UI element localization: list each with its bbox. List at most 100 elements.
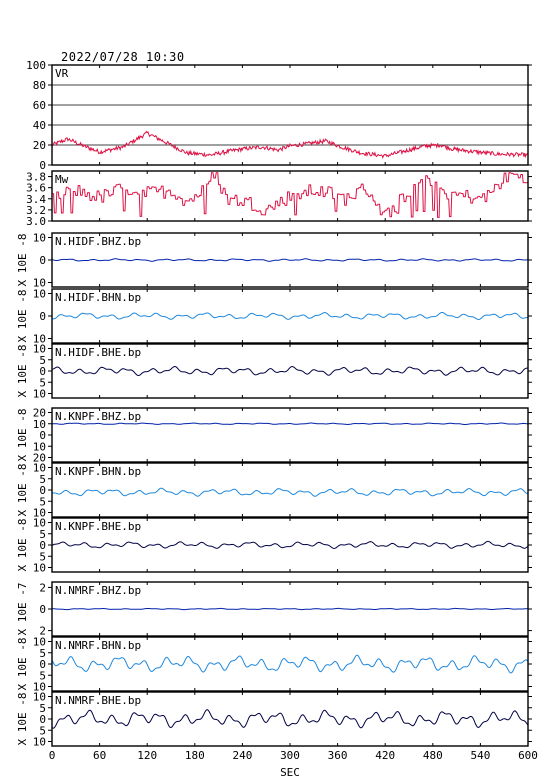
panel-nmrf-bhe-ylabel: X 10E -8 (16, 693, 29, 746)
panel-mw-ytick-label: 3.8 (26, 171, 46, 184)
panel-vr-ytick-label: 100 (26, 59, 46, 72)
panel-hidf-bhe-ytick-label: 5 (39, 376, 46, 389)
panel-vr-ytick-label: 60 (33, 99, 46, 112)
panel-knpf-bhz-ytick-label: 20 (33, 407, 46, 420)
panel-nmrf-bhn-ytick-label: 5 (39, 647, 46, 660)
panel-nmrf-bhn-label: N.NMRF.BHN.bp (55, 639, 141, 652)
panel-nmrf-bhz-frame (51, 581, 529, 637)
panel-knpf-bhz-ytick-label: 10 (33, 440, 46, 453)
panel-hidf-bhe-series (51, 365, 529, 377)
panel-knpf-bhz-ylabel: X 10E -8 (16, 409, 29, 462)
panel-hidf-bhn-series (51, 311, 528, 321)
panel-vr-frame (51, 64, 529, 166)
panel-hidf-bhz-series (51, 258, 528, 262)
panel-hidf-bhe-ytick-label: 5 (39, 354, 46, 367)
panel-hidf-bhz-ylabel: X 10E -8 (16, 234, 29, 287)
panel-hidf-bhn-label: N.HIDF.BHN.bp (55, 291, 141, 304)
panel-knpf-bhz-label: N.KNPF.BHZ.bp (55, 410, 141, 423)
panel-hidf-bhz-ytick-label: 10 (33, 277, 46, 290)
panel-knpf-bhn-label: N.KNPF.BHN.bp (55, 465, 141, 478)
xtick-label: 60 (93, 749, 106, 762)
panel-knpf-bhn-ytick-label: 10 (33, 507, 46, 520)
panel-nmrf-bhn-ylabel: X 10E -8 (16, 638, 29, 691)
xtick-label: 120 (137, 749, 157, 762)
x-axis-label: SEC (280, 766, 300, 779)
xtick-label: 180 (185, 749, 205, 762)
panel-hidf-bhe-ytick-label: 0 (39, 365, 46, 378)
panel-nmrf-bhe-frame (51, 691, 529, 747)
panel-nmrf-bhn-ytick-label: 5 (39, 669, 46, 682)
panel-nmrf-bhe-ytick-label: 0 (39, 713, 46, 726)
panel-knpf-bhz-frame (51, 407, 529, 463)
panel-mw-label: Mw (55, 173, 69, 186)
panel-vr-series (51, 130, 529, 160)
panel-hidf-bhz-frame (51, 232, 529, 288)
panel-nmrf-bhe-label: N.NMRF.BHE.bp (55, 694, 141, 707)
panel-knpf-bhe-ylabel: X 10E -8 (16, 519, 29, 572)
panel-nmrf-bhn-frame (51, 636, 529, 692)
panel-nmrf-bhz-label: N.NMRF.BHZ.bp (55, 584, 141, 597)
panel-vr-ytick-label: 80 (33, 79, 46, 92)
panel-nmrf-bhn-ytick-label: 10 (33, 681, 46, 694)
panel-hidf-bhn-ytick-label: 10 (33, 288, 46, 301)
panel-nmrf-bhn-series (51, 654, 529, 674)
panel-knpf-bhz-ytick-label: 0 (39, 429, 46, 442)
panel-knpf-bhz-ytick-label: 20 (33, 452, 46, 465)
panel-knpf-bhn-ytick-label: 0 (39, 484, 46, 497)
panel-knpf-bhe-ytick-label: 10 (33, 562, 46, 575)
panel-nmrf-bhe-ytick-label: 10 (33, 691, 46, 704)
xtick-label: 360 (328, 749, 348, 762)
panel-knpf-bhn-ylabel: X 10E -8 (16, 464, 29, 517)
panel-nmrf-bhe-ytick-label: 5 (39, 724, 46, 737)
panel-nmrf-bhe-series (51, 709, 529, 729)
panel-nmrf-bhe-ytick-label: 10 (33, 736, 46, 749)
xtick-label: 300 (280, 749, 300, 762)
xtick-label: 240 (232, 749, 252, 762)
panel-knpf-bhe-label: N.KNPF.BHE.bp (55, 520, 141, 533)
panel-knpf-bhn-ytick-label: 5 (39, 473, 46, 486)
panel-hidf-bhe-ytick-label: 10 (33, 343, 46, 356)
xtick-label: 600 (518, 749, 538, 762)
panel-hidf-bhz-ytick-label: 10 (33, 232, 46, 245)
panel-nmrf-bhn-ytick-label: 0 (39, 658, 46, 671)
panel-hidf-bhe-label: N.HIDF.BHE.bp (55, 346, 141, 359)
panel-nmrf-bhz-ylabel: X 10E -7 (16, 583, 29, 636)
panel-knpf-bhn-ytick-label: 5 (39, 495, 46, 508)
panel-mw-ytick-label: 3.2 (26, 204, 46, 217)
panel-hidf-bhn-ytick-label: 0 (39, 310, 46, 323)
panel-nmrf-bhz-series (52, 607, 528, 611)
panel-mw-ytick-label: 3.0 (26, 215, 46, 228)
panel-knpf-bhe-ytick-label: 10 (33, 517, 46, 530)
panel-knpf-bhn-series (51, 487, 528, 497)
panel-nmrf-bhn-ytick-label: 10 (33, 636, 46, 649)
panel-mw-series (52, 172, 529, 218)
panel-nmrf-bhe-ytick-label: 5 (39, 702, 46, 715)
xtick-label: 480 (423, 749, 443, 762)
panel-knpf-bhe-ytick-label: 5 (39, 550, 46, 563)
panel-hidf-bhz-label: N.HIDF.BHZ.bp (55, 235, 141, 248)
panel-nmrf-bhz-ytick-label: 2 (39, 581, 46, 594)
panel-vr-label: VR (55, 67, 69, 80)
panel-nmrf-bhz-ytick-label: 0 (39, 603, 46, 616)
xtick-label: 0 (49, 749, 56, 762)
panel-vr-ytick-label: 0 (39, 159, 46, 172)
date-label: 2022/07/28 10:30 (61, 50, 185, 64)
panel-knpf-bhz-ytick-label: 10 (33, 418, 46, 431)
panel-hidf-bhz-ytick-label: 0 (39, 254, 46, 267)
panel-knpf-bhn-ytick-label: 10 (33, 462, 46, 475)
panel-knpf-bhn-frame (51, 462, 529, 518)
panel-hidf-bhe-ylabel: X 10E -8 (16, 345, 29, 398)
panel-hidf-bhe-frame (51, 343, 529, 399)
xtick-label: 420 (375, 749, 395, 762)
panel-knpf-bhe-ytick-label: 0 (39, 539, 46, 552)
panel-knpf-bhe-ytick-label: 5 (39, 528, 46, 541)
panel-vr-ytick-label: 20 (33, 139, 46, 152)
panel-hidf-bhe-ytick-label: 10 (33, 388, 46, 401)
panel-mw-ytick-label: 3.6 (26, 182, 46, 195)
panel-mw-frame (51, 170, 529, 222)
panel-hidf-bhn-frame (51, 288, 529, 344)
panel-hidf-bhn-ylabel: X 10E -8 (16, 290, 29, 343)
panel-knpf-bhe-frame (51, 517, 529, 573)
panel-hidf-bhn-ytick-label: 10 (33, 333, 46, 346)
